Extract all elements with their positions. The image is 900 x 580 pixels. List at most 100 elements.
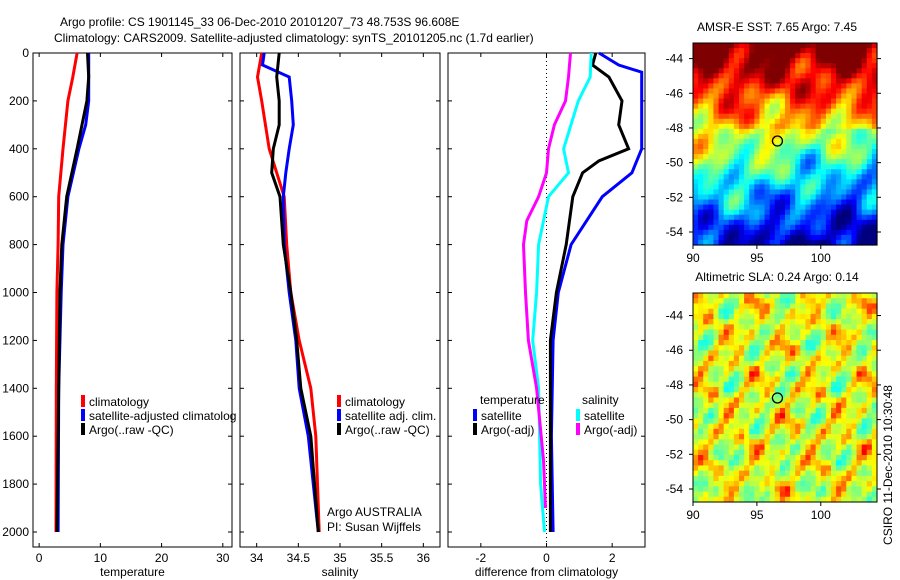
map-cell: [856, 239, 863, 246]
map-cell: [693, 413, 699, 419]
map-cell: [851, 355, 858, 362]
map-cell: [861, 313, 868, 320]
map-cell: [713, 98, 720, 105]
map-cell: [759, 164, 766, 170]
x-axis-label: salinity: [322, 565, 359, 579]
map-cell: [866, 118, 873, 125]
map-cell: [759, 184, 766, 191]
map-cell: [698, 491, 704, 498]
map-cell: [805, 118, 812, 125]
map-cell: [785, 434, 791, 440]
map-cell: [739, 118, 745, 125]
map-cell: [795, 350, 801, 357]
map-cell: [754, 234, 761, 241]
map-cell: [733, 138, 740, 145]
map-cell: [871, 179, 878, 185]
map-cell: [723, 423, 730, 430]
map-cell: [810, 350, 817, 357]
map-cell: [856, 418, 863, 425]
map-cell: [764, 308, 771, 315]
map-cell: [728, 428, 735, 435]
map-cell: [810, 454, 817, 461]
map-cell: [744, 43, 750, 49]
map-cell: [861, 423, 868, 430]
map-cell: [836, 98, 842, 105]
map-cell: [713, 434, 720, 440]
map-cell: [810, 381, 817, 388]
map-cell: [774, 149, 781, 155]
map-cell: [698, 73, 704, 79]
map-cell: [805, 298, 812, 305]
map-cell: [871, 491, 878, 498]
map-cell: [733, 392, 740, 399]
map-cell: [846, 454, 853, 461]
map-cell: [805, 381, 812, 388]
map-cell: [693, 48, 699, 54]
map-cell: [779, 194, 786, 201]
map-cell: [703, 169, 709, 175]
map-cell: [728, 454, 735, 461]
map-cell: [820, 449, 827, 456]
map-cell: [831, 449, 837, 456]
map-cell: [754, 360, 761, 367]
map-cell: [713, 303, 720, 310]
map-cell: [795, 319, 801, 325]
map-cell: [815, 407, 822, 414]
map-cell: [790, 98, 796, 105]
map-cell: [820, 133, 827, 140]
title-line-1: Argo profile: CS 1901145_33 06-Dec-2010 …: [60, 15, 459, 29]
map-cell: [790, 298, 796, 305]
map-cell: [728, 133, 735, 140]
map-cell: [846, 376, 853, 383]
map-cell: [759, 428, 766, 435]
map-cell: [841, 439, 847, 446]
map-cell: [693, 418, 699, 425]
map-cell: [723, 63, 730, 69]
map-cell: [754, 454, 761, 461]
map-cell: [820, 169, 827, 175]
map-cell: [693, 460, 699, 467]
map-cell: [856, 128, 863, 135]
map-cell: [693, 449, 699, 456]
map-cell: [815, 63, 822, 69]
map-cell: [836, 319, 842, 325]
map-cell: [841, 324, 847, 331]
map-cell: [779, 402, 786, 409]
map-cell: [841, 88, 847, 95]
map-cell: [764, 350, 771, 357]
map-cell: [800, 123, 807, 130]
map-cell: [871, 298, 878, 305]
map-cell: [820, 174, 827, 180]
map-cell: [820, 194, 827, 201]
map-cell: [744, 303, 750, 310]
map-cell: [764, 392, 771, 399]
map-cell: [693, 88, 699, 95]
map-cell: [851, 93, 858, 100]
map-cell: [790, 164, 796, 170]
map-cell: [728, 234, 735, 241]
x-tick-label: -2: [475, 551, 486, 565]
map-cell: [764, 43, 771, 49]
map-cell: [733, 73, 740, 79]
map-cell: [795, 194, 801, 201]
map-cell: [764, 475, 771, 482]
map-cell: [698, 63, 704, 69]
map-cell: [739, 73, 745, 79]
map-cell: [810, 179, 817, 185]
map-cell: [759, 98, 766, 105]
map-cell: [841, 387, 847, 393]
map-cell: [825, 402, 832, 409]
map-cell: [846, 154, 853, 160]
map-cell: [769, 376, 776, 383]
map-cell: [733, 179, 740, 185]
map-cell: [744, 345, 750, 352]
map-cell: [754, 199, 761, 206]
map-cell: [774, 108, 781, 115]
map-cell: [866, 53, 873, 59]
map-cell: [713, 319, 720, 325]
map-cell: [871, 449, 878, 456]
map-cell: [779, 229, 786, 236]
map-cell: [708, 329, 715, 336]
map-cell: [739, 144, 745, 150]
map-cell: [708, 113, 715, 120]
